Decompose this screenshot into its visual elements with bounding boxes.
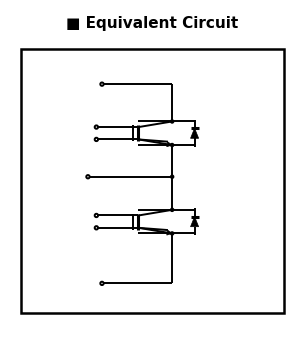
Circle shape <box>171 120 174 123</box>
Polygon shape <box>191 216 199 227</box>
Polygon shape <box>191 128 199 138</box>
Circle shape <box>171 144 174 146</box>
Polygon shape <box>167 142 172 147</box>
Circle shape <box>171 232 174 235</box>
Text: ■ Equivalent Circuit: ■ Equivalent Circuit <box>66 16 239 31</box>
Polygon shape <box>167 230 172 235</box>
Circle shape <box>171 175 174 178</box>
Circle shape <box>171 208 174 211</box>
